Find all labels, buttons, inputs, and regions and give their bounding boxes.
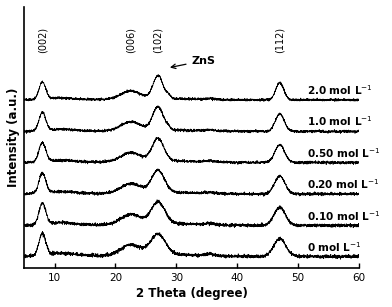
- Text: 2.0 mol L$^{-1}$: 2.0 mol L$^{-1}$: [307, 83, 373, 97]
- Text: 0.10 mol L$^{-1}$: 0.10 mol L$^{-1}$: [307, 209, 380, 223]
- X-axis label: 2 Theta (degree): 2 Theta (degree): [136, 287, 247, 300]
- Text: (006): (006): [126, 27, 136, 53]
- Text: 0.20 mol L$^{-1}$: 0.20 mol L$^{-1}$: [307, 177, 380, 191]
- Text: ZnS: ZnS: [171, 56, 216, 68]
- Text: (112): (112): [275, 27, 285, 53]
- Text: (102): (102): [153, 27, 163, 53]
- Text: 0 mol L$^{-1}$: 0 mol L$^{-1}$: [307, 240, 362, 254]
- Text: 1.0 mol L$^{-1}$: 1.0 mol L$^{-1}$: [307, 115, 373, 128]
- Text: 0.50 mol L$^{-1}$: 0.50 mol L$^{-1}$: [307, 146, 380, 160]
- Y-axis label: Intensity (a.u.): Intensity (a.u.): [7, 88, 20, 187]
- Text: (002): (002): [37, 27, 47, 53]
